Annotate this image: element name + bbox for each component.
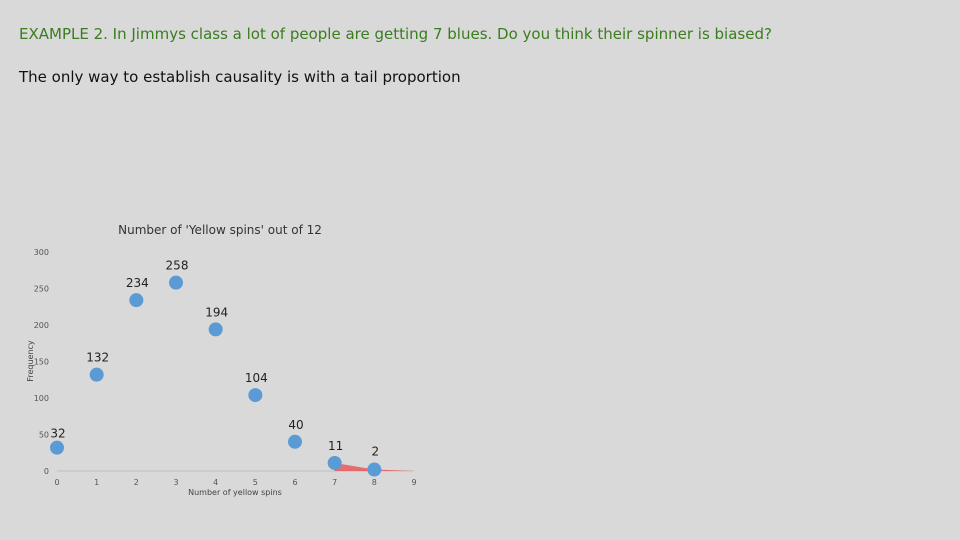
- x-tick-label: 5: [253, 478, 258, 487]
- x-tick-label: 7: [332, 478, 337, 487]
- x-tick-label: 2: [134, 478, 139, 487]
- data-point: [288, 434, 302, 449]
- data-label: 132: [86, 351, 109, 365]
- scatter-chart: Number of 'Yellow spins' out of 12 05010…: [26, 223, 417, 497]
- data-points: [50, 275, 382, 477]
- data-labels: 32 132 234 258 194 104 40 11 2: [50, 259, 379, 459]
- data-label: 194: [205, 305, 228, 319]
- x-tick-label: 0: [54, 478, 59, 487]
- y-tick-label: 50: [39, 431, 49, 440]
- x-tick-label: 4: [213, 478, 218, 487]
- data-label: 258: [166, 259, 189, 273]
- y-tick-label: 150: [34, 358, 49, 367]
- x-tick-label: 9: [411, 478, 416, 487]
- tail-shaded-area: [334, 462, 414, 471]
- x-tick-label: 8: [372, 478, 377, 487]
- data-point: [129, 293, 144, 308]
- y-tick-label: 200: [34, 321, 49, 330]
- y-axis-label: Frequency: [26, 340, 35, 382]
- slide-heading: EXAMPLE 2. In Jimmys class a lot of peop…: [19, 25, 772, 43]
- data-label: 11: [328, 439, 343, 453]
- data-point: [169, 275, 183, 290]
- data-label: 234: [126, 276, 149, 290]
- y-tick-label: 0: [44, 467, 49, 476]
- x-tick-label: 3: [173, 478, 178, 487]
- data-point: [50, 440, 64, 455]
- data-point: [208, 322, 223, 337]
- x-tick-label: 1: [94, 478, 99, 487]
- x-axis-label: Number of yellow spins: [188, 488, 282, 497]
- data-label: 104: [245, 371, 268, 385]
- data-point: [367, 462, 382, 477]
- data-label: 40: [288, 418, 303, 432]
- data-point: [248, 388, 263, 403]
- x-tick-label: 6: [292, 478, 297, 487]
- chart-title: Number of 'Yellow spins' out of 12: [118, 223, 322, 237]
- data-point: [327, 455, 342, 470]
- y-tick-label: 100: [34, 394, 49, 403]
- slide-subheading: The only way to establish causality is w…: [19, 68, 461, 86]
- data-label: 32: [50, 427, 65, 441]
- data-label: 2: [372, 445, 380, 459]
- x-axis-ticks: 0 1 2 3 4 5 6 7 8 9: [54, 478, 416, 487]
- y-axis-ticks: 0 50 100 150 200 250 300: [34, 248, 49, 476]
- y-tick-label: 300: [34, 248, 49, 257]
- y-tick-label: 250: [34, 285, 49, 294]
- data-point: [89, 367, 104, 382]
